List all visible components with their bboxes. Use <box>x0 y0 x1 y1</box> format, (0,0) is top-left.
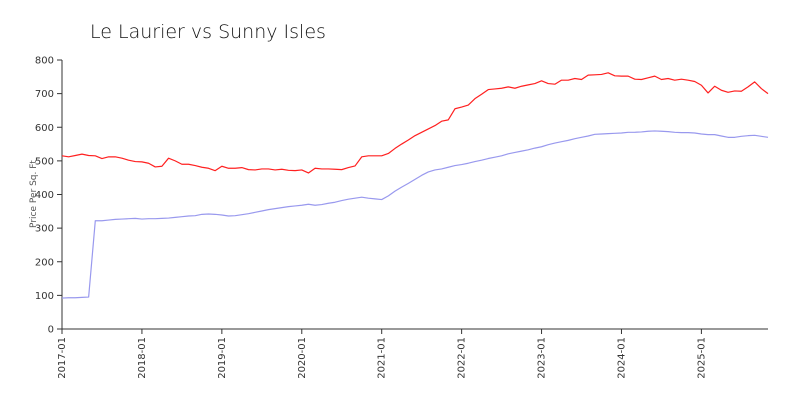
y-tick-label: 200 <box>35 257 54 268</box>
y-tick-label: 700 <box>35 89 54 100</box>
x-tick-label: 2017-01 <box>57 337 68 379</box>
y-axis-label: Price Per Sq. Ft <box>29 160 39 228</box>
y-tick-label: 800 <box>35 56 54 67</box>
x-tick-label: 2023-01 <box>537 337 548 379</box>
chart-title: Le Laurier vs Sunny Isles <box>90 21 326 43</box>
x-tick-label: 2022-01 <box>457 337 468 379</box>
y-tick-label: 600 <box>35 123 54 134</box>
x-tick-label: 2020-01 <box>297 337 308 379</box>
y-tick-label: 300 <box>35 224 54 235</box>
x-tick-label: 2019-01 <box>217 337 228 379</box>
x-tick-label: 2021-01 <box>377 337 388 379</box>
y-tick-label: 0 <box>48 325 54 336</box>
y-tick-label: 100 <box>35 291 54 302</box>
x-tick-label: 2018-01 <box>137 337 148 379</box>
series-line-2 <box>61 130 769 299</box>
x-tick-label: 2024-01 <box>616 337 627 379</box>
y-tick-label: 500 <box>35 156 54 167</box>
x-tick-label: 2025-01 <box>696 337 707 379</box>
y-tick-label: 400 <box>35 190 54 201</box>
series-layer <box>61 72 769 299</box>
axes: 0 100 200 300 400 500 600 700 800 2017-01 2018-01 2… <box>35 56 768 379</box>
series-line-1 <box>61 72 769 174</box>
